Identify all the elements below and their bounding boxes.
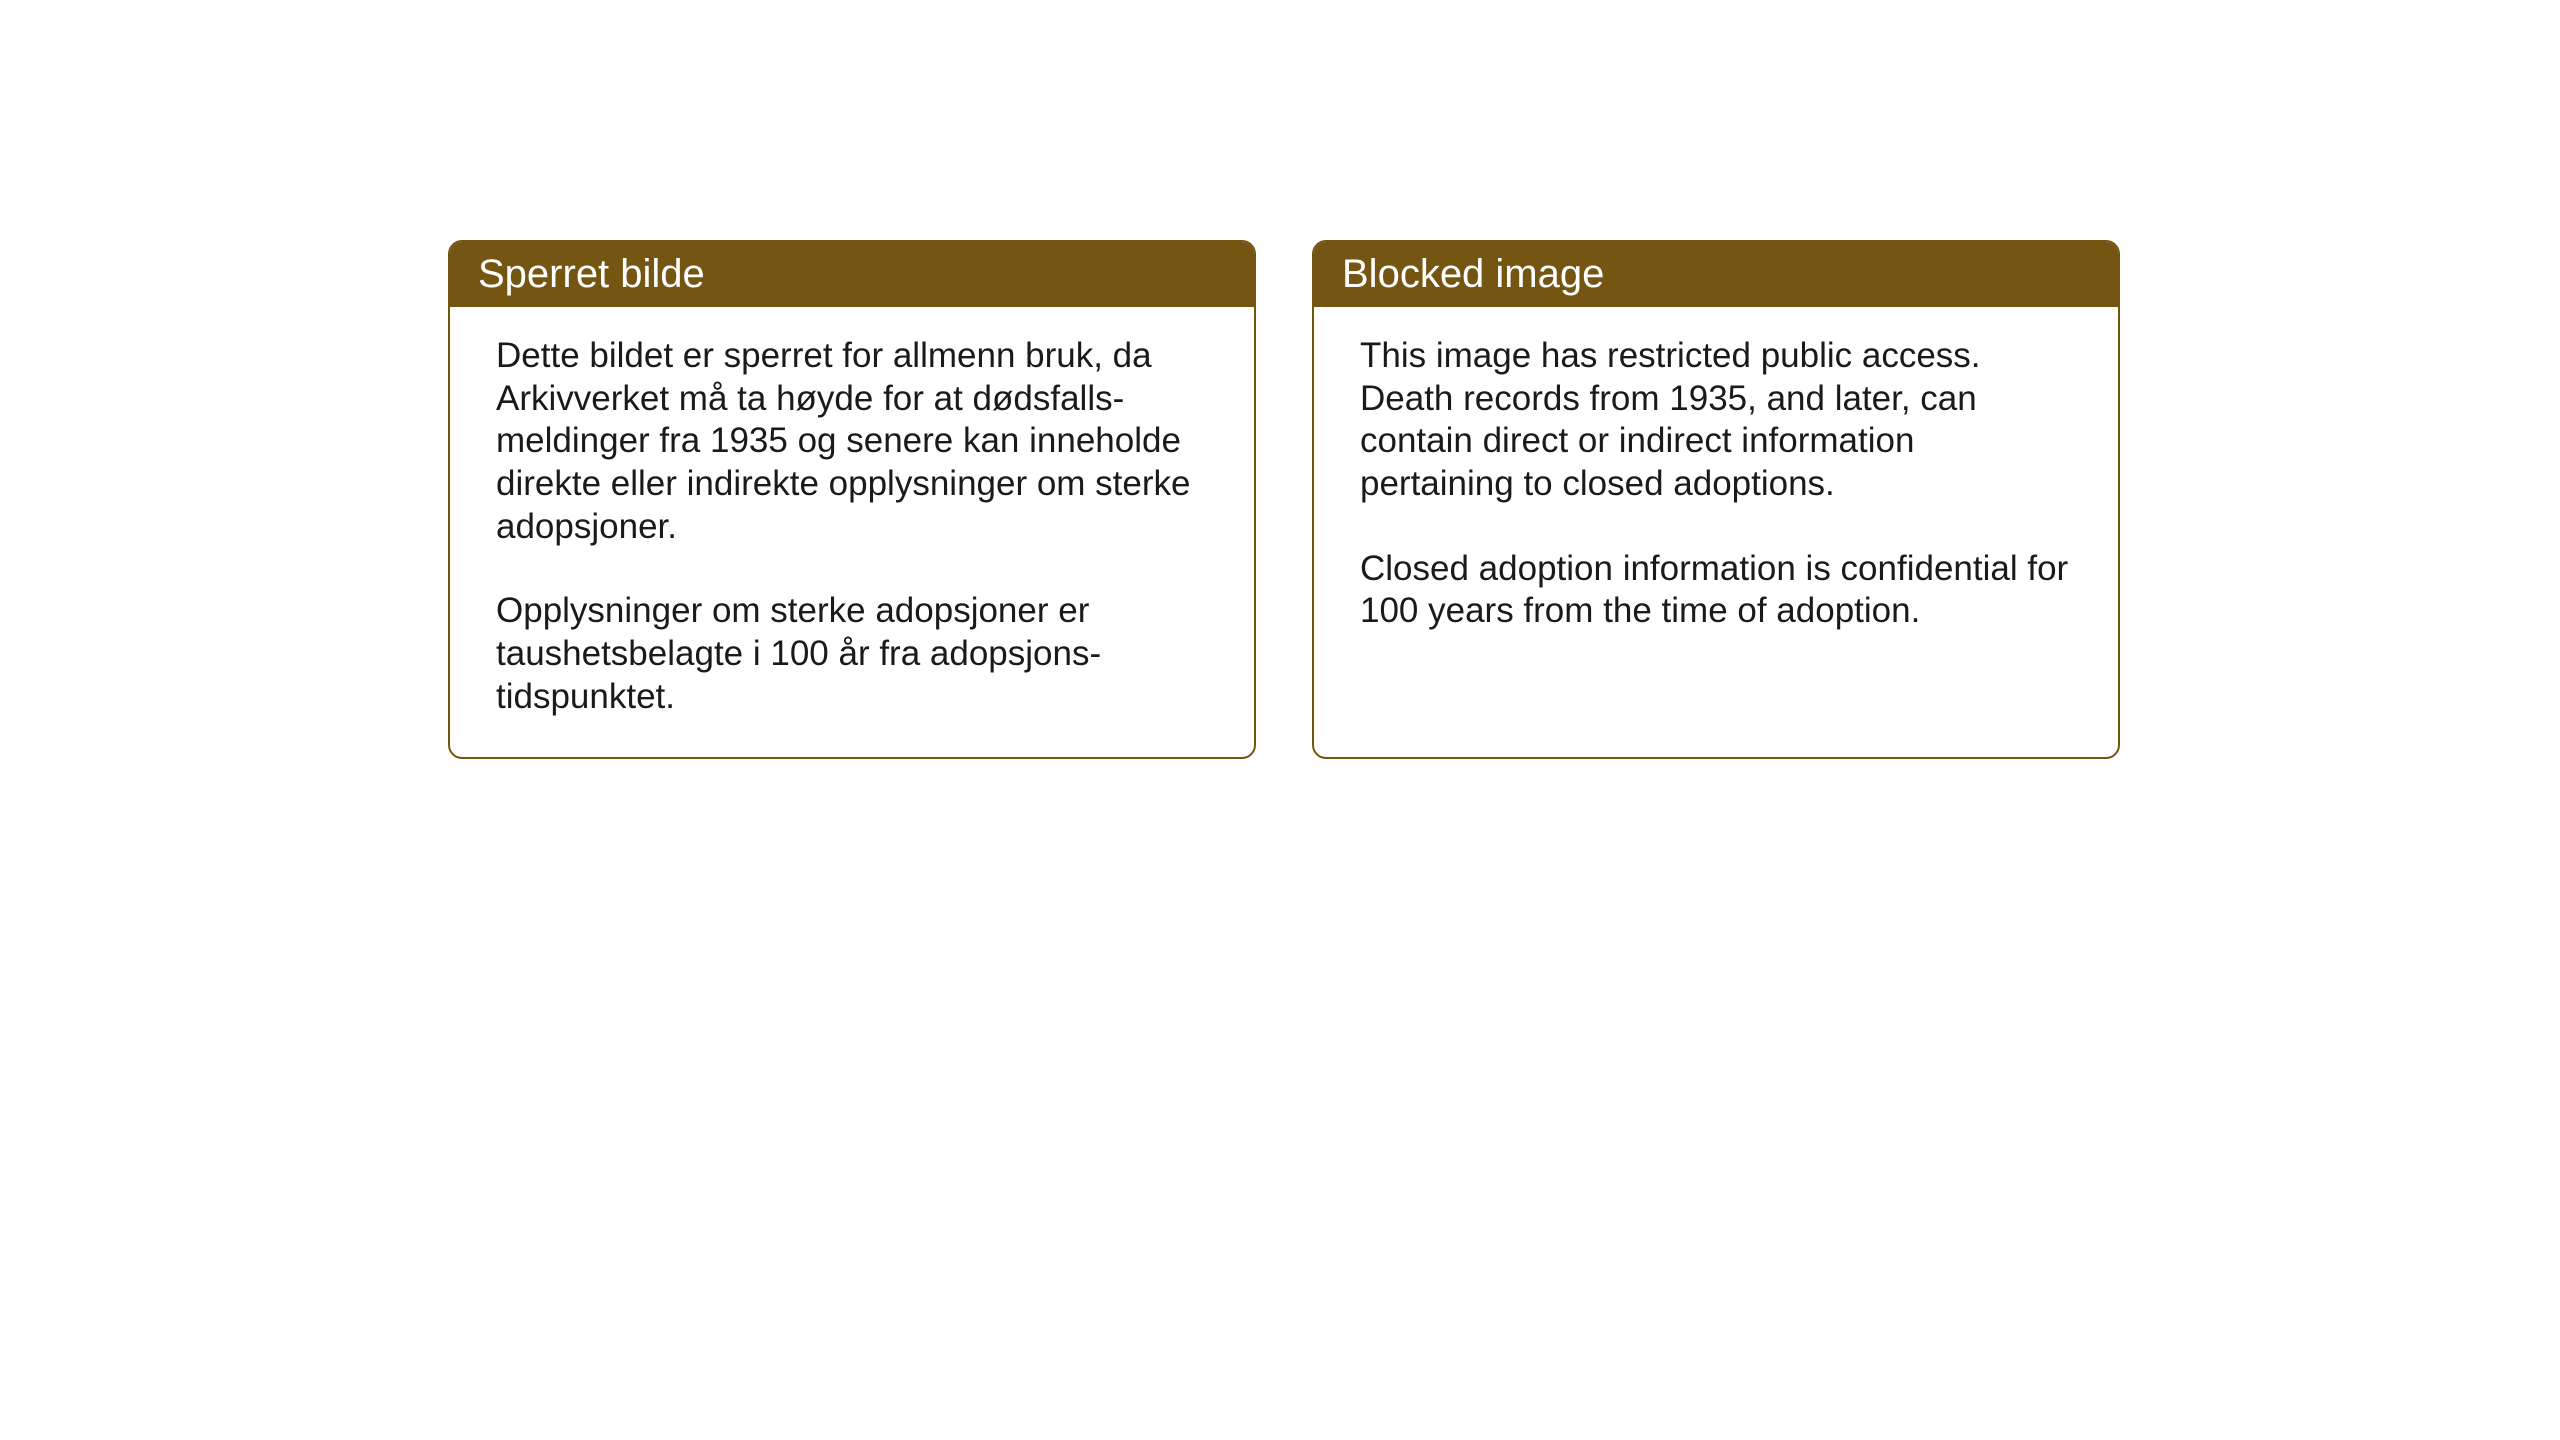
- english-card-title: Blocked image: [1314, 242, 2118, 307]
- english-paragraph-2: Closed adoption information is confident…: [1360, 548, 2072, 633]
- norwegian-card-body: Dette bildet er sperret for allmenn bruk…: [450, 307, 1254, 757]
- norwegian-paragraph-1: Dette bildet er sperret for allmenn bruk…: [496, 335, 1208, 548]
- english-paragraph-1: This image has restricted public access.…: [1360, 335, 2072, 506]
- english-card-body: This image has restricted public access.…: [1314, 307, 2118, 671]
- norwegian-card-title: Sperret bilde: [450, 242, 1254, 307]
- norwegian-paragraph-2: Opplysninger om sterke adopsjoner er tau…: [496, 590, 1208, 718]
- cards-container: Sperret bilde Dette bildet er sperret fo…: [448, 240, 2120, 759]
- english-notice-card: Blocked image This image has restricted …: [1312, 240, 2120, 759]
- norwegian-notice-card: Sperret bilde Dette bildet er sperret fo…: [448, 240, 1256, 759]
